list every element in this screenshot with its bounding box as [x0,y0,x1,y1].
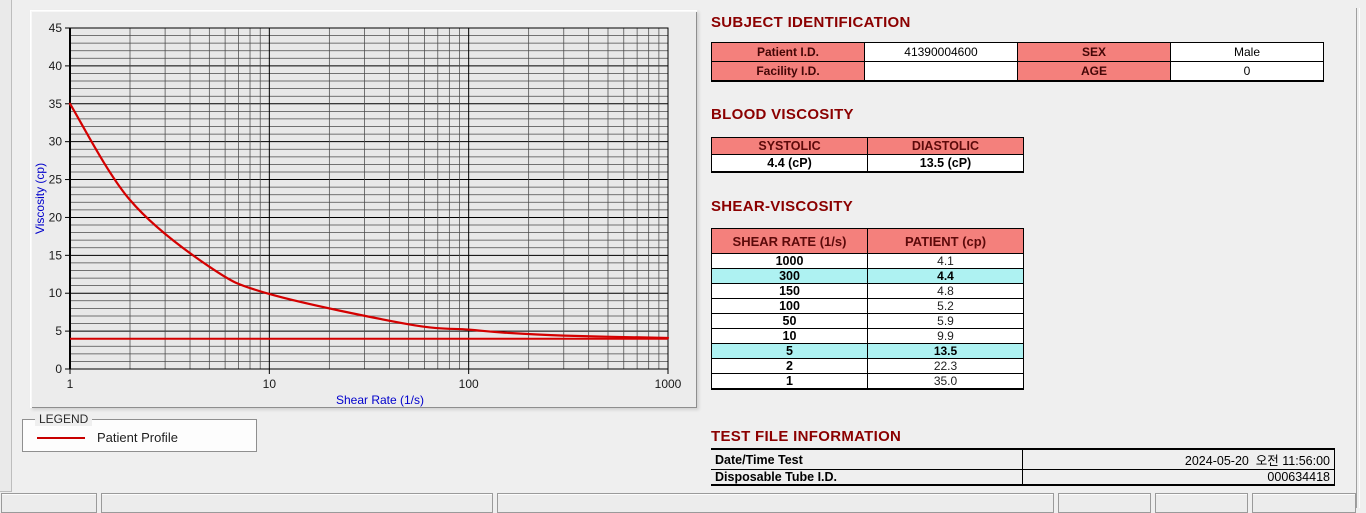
subject-identification-table: Patient I.D. 41390004600 SEX Male Facili… [711,42,1324,82]
bottom-button-1[interactable] [1,493,97,513]
sex-label: SEX [1017,42,1171,62]
shear-viscosity-table: SHEAR RATE (1/s) PATIENT (cp) 1000 4.1 300… [711,228,1024,390]
disposable-tube-id-label: Disposable Tube I.D. [711,469,1023,486]
facility-id-label: Facility I.D. [711,61,865,82]
date-time-test-label: Date/Time Test [711,448,1023,470]
section-title-shear-viscosity: SHEAR-VISCOSITY [711,198,854,215]
y-axis-label: Viscosity (cp) [33,163,47,234]
table-row: 5 13.5 [711,343,1024,359]
diastolic-header: DIASTOLIC [867,137,1024,155]
patient-value-cell: 5.2 [867,298,1024,314]
patient-value-cell: 22.3 [867,358,1024,374]
shear-rate-header: SHEAR RATE (1/s) [711,228,868,254]
test-file-information-table: Date/Time Test 2024-05-20 오전 11:56:00 Di… [711,448,1335,486]
blood-viscosity-table: SYSTOLIC DIASTOLIC 4.4 (cP) 13.5 (cP) [711,137,1024,173]
table-row: 50 5.9 [711,313,1024,329]
svg-text:35: 35 [49,97,63,111]
sex-value: Male [1170,42,1324,62]
shear-rate-cell: 150 [711,283,868,299]
patient-value-cell: 4.4 [867,268,1024,284]
shear-rate-cell: 300 [711,268,868,284]
svg-text:10: 10 [263,377,277,391]
patient-value-cell: 4.1 [867,253,1024,269]
table-row: 2 22.3 [711,358,1024,374]
age-value: 0 [1170,61,1324,82]
patient-value-cell: 5.9 [867,313,1024,329]
svg-text:30: 30 [49,135,63,149]
table-row: Date/Time Test 2024-05-20 오전 11:56:00 [711,448,1335,470]
table-row: 4.4 (cP) 13.5 (cP) [711,154,1024,173]
table-row: 100 5.2 [711,298,1024,314]
shear-rate-cell: 10 [711,328,868,344]
svg-text:0: 0 [55,362,62,376]
bottom-button-6[interactable] [1252,493,1356,513]
table-header-row: SHEAR RATE (1/s) PATIENT (cp) [711,228,1024,254]
table-row: 300 4.4 [711,268,1024,284]
svg-text:100: 100 [459,377,479,391]
table-row: 1 35.0 [711,373,1024,390]
shear-rate-cell: 100 [711,298,868,314]
x-axis-label: Shear Rate (1/s) [336,393,424,407]
section-title-test-file-information: TEST FILE INFORMATION [711,428,902,445]
svg-text:5: 5 [55,324,62,338]
systolic-header: SYSTOLIC [711,137,868,155]
diastolic-value: 13.5 (cP) [867,154,1024,173]
left-edge-bar [0,0,12,492]
chart-panel: 0 5 10 15 20 25 30 35 40 45 1 10 100 1000 Viscosity (c… [30,10,697,408]
systolic-value: 4.4 (cP) [711,154,868,173]
section-title-subject-identification: SUBJECT IDENTIFICATION [711,14,911,31]
patient-value-cell: 4.8 [867,283,1024,299]
bottom-button-5[interactable] [1155,493,1248,513]
patient-id-value: 41390004600 [864,42,1018,62]
shear-rate-cell: 1000 [711,253,868,269]
svg-text:20: 20 [49,210,63,224]
table-row: SYSTOLIC DIASTOLIC [711,137,1024,155]
table-row: 150 4.8 [711,283,1024,299]
table-row: 10 9.9 [711,328,1024,344]
patient-id-label: Patient I.D. [711,42,865,62]
table-row: Facility I.D. AGE 0 [711,61,1324,82]
svg-text:10: 10 [49,286,63,300]
table-row: Disposable Tube I.D. 000634418 [711,469,1335,486]
legend-line-sample [37,436,85,439]
table-row: Patient I.D. 41390004600 SEX Male [711,42,1324,62]
bottom-button-3[interactable] [497,493,1054,513]
svg-text:25: 25 [49,173,63,187]
patient-cp-header: PATIENT (cp) [867,228,1024,254]
legend-title: LEGEND [35,412,93,426]
svg-text:40: 40 [49,59,63,73]
patient-value-cell: 13.5 [867,343,1024,359]
facility-id-value [864,61,1018,82]
svg-text:1: 1 [67,377,74,391]
vertical-divider [1356,8,1360,508]
viscosity-chart: 0 5 10 15 20 25 30 35 40 45 1 10 100 1000 Viscosity (c… [33,21,682,407]
bottom-button-2[interactable] [101,493,493,513]
shear-rate-cell: 5 [711,343,868,359]
legend-entry-label: Patient Profile [97,430,178,445]
table-row: 1000 4.1 [711,253,1024,269]
age-label: AGE [1017,61,1171,82]
svg-text:1000: 1000 [655,377,682,391]
patient-value-cell: 9.9 [867,328,1024,344]
disposable-tube-id-value: 000634418 [1022,469,1335,486]
date-time-test-value: 2024-05-20 오전 11:56:00 [1022,448,1335,470]
shear-rate-cell: 1 [711,373,868,390]
svg-text:45: 45 [49,21,63,35]
patient-profile-curve [68,102,670,340]
section-title-blood-viscosity: BLOOD VISCOSITY [711,106,854,123]
svg-text:15: 15 [49,248,63,262]
shear-rate-cell: 50 [711,313,868,329]
shear-rate-cell: 2 [711,358,868,374]
bottom-button-4[interactable] [1058,493,1151,513]
legend-entry: Patient Profile [37,430,178,445]
patient-value-cell: 35.0 [867,373,1024,390]
legend-box: LEGEND Patient Profile [22,412,257,452]
